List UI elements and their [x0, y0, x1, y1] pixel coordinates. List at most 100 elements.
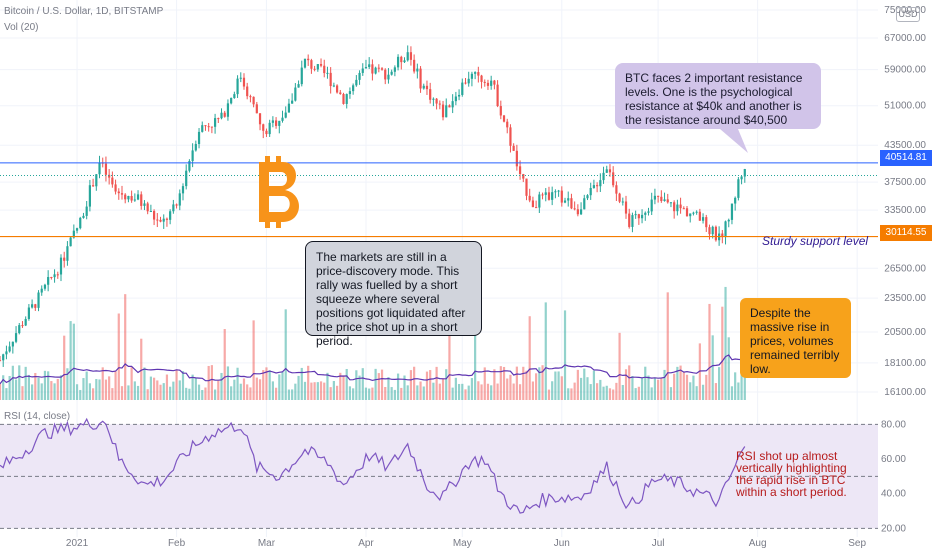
- volume-bar: [265, 367, 268, 400]
- candle: [11, 341, 14, 347]
- volume-bar: [493, 369, 496, 400]
- volume-bar: [43, 370, 47, 400]
- candle: [188, 161, 191, 171]
- volume-bar: [178, 380, 181, 400]
- candle: [226, 103, 230, 117]
- candle: [679, 204, 682, 209]
- candle: [316, 64, 319, 70]
- candle: [79, 217, 82, 229]
- candle: [637, 214, 640, 219]
- volume-bar: [342, 375, 345, 400]
- volume-bar: [236, 367, 239, 400]
- volume-bar: [724, 286, 727, 400]
- volume-bar: [56, 378, 59, 400]
- candle: [416, 68, 419, 72]
- volume-bar: [53, 383, 56, 400]
- volume-bar: [682, 372, 685, 400]
- volume-bar: [18, 365, 21, 400]
- volume-bar: [486, 383, 490, 400]
- candle: [53, 274, 56, 278]
- volume-bar: [255, 377, 258, 400]
- candle: [522, 174, 525, 179]
- candle: [496, 84, 499, 107]
- candle: [538, 194, 541, 208]
- volume-bar: [628, 365, 631, 400]
- candle: [451, 101, 454, 108]
- volume-bar: [271, 381, 274, 400]
- volume-bar: [470, 378, 474, 400]
- volume-bar: [403, 375, 406, 400]
- candle: [284, 112, 287, 118]
- candle: [268, 122, 271, 135]
- candle: [2, 354, 5, 361]
- candle: [172, 204, 175, 212]
- volume-bar: [592, 370, 596, 400]
- volume-bar: [246, 384, 249, 400]
- volume-bar: [239, 383, 242, 400]
- rsi-tick-label: 80.00: [881, 419, 906, 430]
- candle: [708, 227, 711, 235]
- volume-bar: [657, 379, 660, 400]
- candle: [647, 211, 650, 213]
- currency-badge[interactable]: USD: [896, 7, 920, 22]
- price-tick-label: 16100.00: [884, 387, 926, 398]
- candle: [551, 192, 554, 200]
- volume-bar: [88, 383, 91, 400]
- volume-bar: [525, 370, 528, 400]
- candle: [554, 191, 557, 193]
- candle: [743, 169, 746, 177]
- candle: [319, 64, 323, 66]
- volume-bar: [602, 386, 605, 400]
- volume-bar: [567, 388, 570, 400]
- candle: [156, 219, 159, 221]
- candle: [445, 105, 448, 118]
- candle: [528, 195, 531, 201]
- candle: [332, 85, 335, 87]
- candle: [194, 144, 197, 151]
- candle: [502, 115, 506, 122]
- volume-bar: [570, 388, 573, 400]
- volume-bar: [560, 376, 563, 400]
- candle: [361, 68, 364, 73]
- volume-bar: [34, 372, 37, 400]
- candle: [483, 81, 486, 83]
- volume-bar: [120, 386, 124, 400]
- volume-bar: [429, 370, 432, 400]
- volume-bar: [454, 377, 457, 400]
- candle: [169, 211, 172, 220]
- candle: [493, 80, 496, 85]
- candle: [563, 200, 567, 203]
- volume-bar: [384, 387, 387, 400]
- volume-bar: [464, 389, 467, 400]
- volume-bar: [615, 382, 618, 400]
- candle: [586, 195, 589, 199]
- volume-bar: [213, 389, 217, 400]
- volume-bar: [624, 369, 628, 400]
- candle: [88, 185, 91, 207]
- volume-bar: [554, 371, 557, 400]
- volume-bar: [175, 369, 178, 400]
- volume-bar: [551, 381, 554, 400]
- candle: [400, 56, 403, 63]
- price-tick-label: 75000.00: [884, 5, 926, 16]
- volume-bar: [201, 389, 204, 400]
- time-tick-label: Apr: [358, 538, 374, 549]
- candle: [335, 85, 339, 93]
- candle: [69, 237, 72, 247]
- candle: [95, 174, 98, 187]
- candle: [698, 211, 701, 221]
- candle: [291, 100, 294, 104]
- candle: [605, 169, 608, 173]
- volume-bar: [579, 377, 583, 400]
- volume-bar: [608, 388, 612, 400]
- candle: [127, 196, 130, 200]
- volume-bar: [685, 374, 689, 400]
- candle: [252, 96, 255, 105]
- price-tick-label: 33500.00: [884, 205, 926, 216]
- candle: [111, 177, 114, 185]
- candle: [406, 52, 409, 61]
- candle: [608, 169, 612, 173]
- volume-bar: [11, 365, 14, 400]
- volume-bar: [737, 382, 740, 400]
- volume-bar: [502, 366, 506, 400]
